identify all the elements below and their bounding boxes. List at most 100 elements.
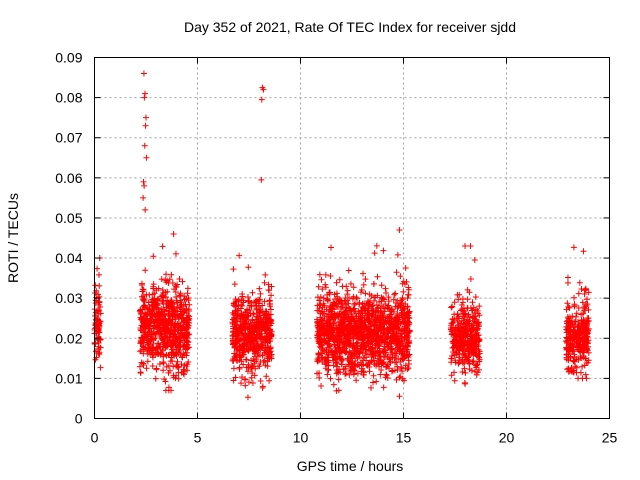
data-point [183, 334, 190, 341]
data-point [580, 310, 587, 317]
data-point [393, 317, 400, 324]
y-tick-label: 0.07 [55, 130, 82, 146]
data-point [149, 354, 156, 361]
data-point [265, 281, 272, 288]
data-point [254, 313, 261, 320]
data-point [318, 323, 325, 330]
data-point [230, 377, 237, 384]
data-point [142, 267, 149, 274]
axis-ticks: 0 0.01 0.02 0.03 0.04 0.05 0.06 0.07 0.08 0.09 0 5 1… [55, 50, 617, 446]
data-point [165, 310, 172, 317]
data-point [326, 291, 333, 298]
data-point [451, 377, 458, 384]
data-point [142, 122, 149, 129]
data-point [254, 338, 261, 345]
data-point [471, 257, 478, 264]
data-point [360, 335, 367, 342]
data-point [468, 327, 475, 334]
data-point [393, 269, 400, 276]
data-point [175, 375, 182, 382]
data-point [448, 372, 455, 379]
data-point [236, 365, 243, 372]
data-point [239, 374, 246, 381]
data-point [244, 293, 251, 300]
data-point [373, 242, 380, 249]
data-point [457, 340, 464, 347]
data-point [360, 368, 367, 375]
data-point [470, 346, 477, 353]
data-point [138, 293, 145, 300]
data-point [398, 348, 405, 355]
data-point [563, 338, 570, 345]
data-point [380, 295, 387, 302]
data-point [255, 363, 262, 370]
data-point [330, 381, 337, 388]
data-point [328, 347, 335, 354]
data-point [468, 332, 475, 339]
data-point [268, 292, 275, 299]
data-point [476, 358, 483, 365]
data-point [96, 329, 103, 336]
data-point [185, 344, 192, 351]
data-point [333, 387, 340, 394]
data-point [342, 363, 349, 370]
data-point [345, 337, 352, 344]
data-point [383, 326, 390, 333]
data-point [565, 331, 572, 338]
data-point [239, 345, 246, 352]
data-point [321, 339, 328, 346]
data-point [346, 305, 353, 312]
data-point [381, 296, 388, 303]
data-point [265, 311, 272, 318]
data-point [145, 299, 152, 306]
data-point [263, 373, 270, 380]
x-tick-label: 10 [293, 430, 309, 446]
data-point [170, 230, 177, 237]
data-point [573, 310, 580, 317]
data-point [314, 332, 321, 339]
data-point [383, 289, 390, 296]
data-point [163, 271, 170, 278]
data-point [258, 96, 265, 103]
data-point [470, 358, 477, 365]
data-point [317, 294, 324, 301]
data-point [164, 340, 171, 347]
data-point [334, 368, 341, 375]
data-point [318, 383, 325, 390]
data-point [347, 367, 354, 374]
data-point [391, 291, 398, 298]
data-point [564, 300, 571, 307]
data-point [474, 361, 481, 368]
data-point [379, 314, 386, 321]
data-point [143, 312, 150, 319]
data-point [331, 341, 338, 348]
data-point [155, 328, 162, 335]
data-point [340, 319, 347, 326]
data-point [182, 333, 189, 340]
data-point [256, 309, 263, 316]
data-point [575, 336, 582, 343]
data-point [168, 343, 175, 350]
data-point [333, 303, 340, 310]
data-point [464, 341, 471, 348]
data-point [245, 264, 252, 271]
data-point [332, 351, 339, 358]
data-point [476, 312, 483, 319]
data-point [168, 271, 175, 278]
data-point [96, 349, 103, 356]
data-point [139, 343, 146, 350]
data-point [165, 387, 172, 394]
data-point [380, 328, 387, 335]
data-point [150, 283, 157, 290]
data-point [391, 367, 398, 374]
data-point [260, 322, 267, 329]
data-point [149, 363, 156, 370]
data-point [573, 369, 580, 376]
data-point [405, 314, 412, 321]
data-point [394, 341, 401, 348]
data-point [402, 301, 409, 308]
data-point [370, 336, 377, 343]
data-point [406, 308, 413, 315]
data-point [453, 331, 460, 338]
data-point [144, 331, 151, 338]
